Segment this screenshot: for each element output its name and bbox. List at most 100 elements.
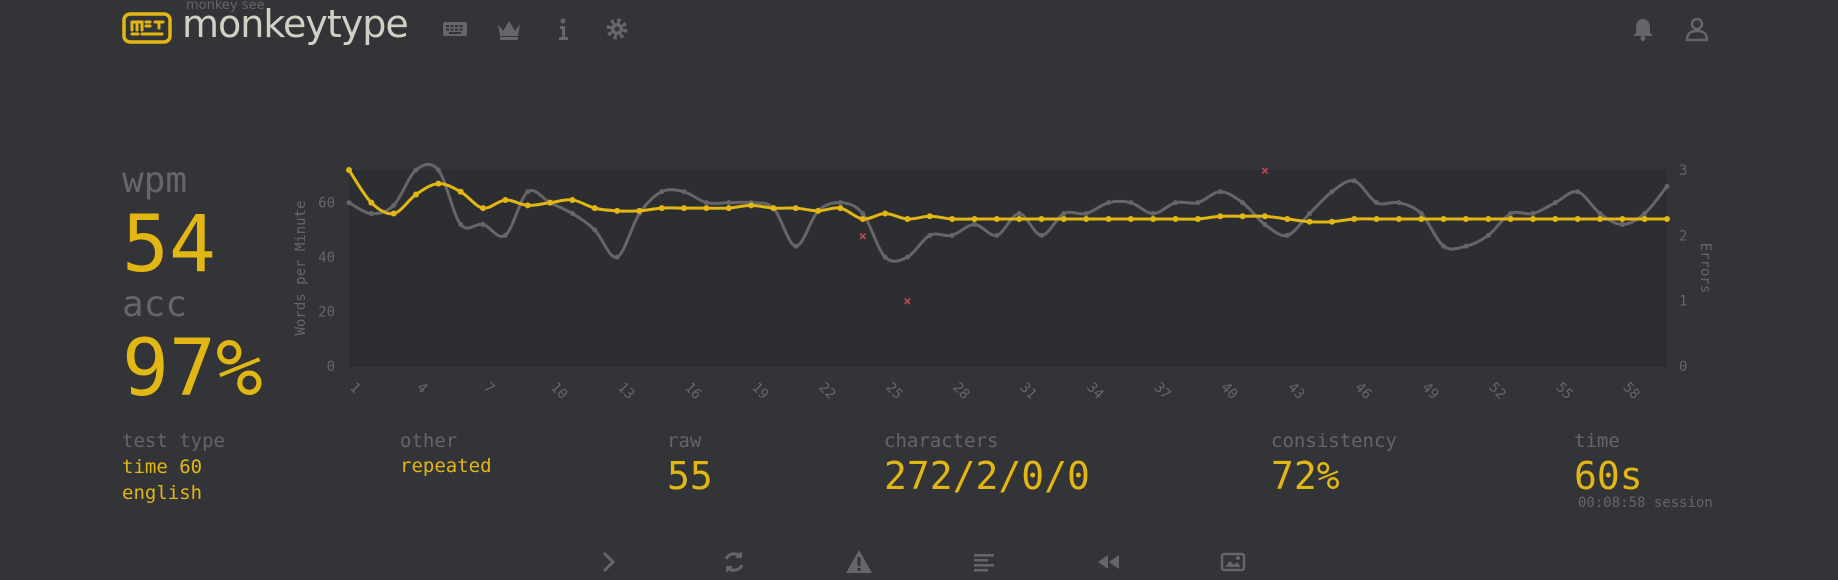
warning-icon[interactable]: [845, 548, 873, 576]
wpm-point: [1172, 216, 1179, 222]
x-tick-label: 49: [1418, 380, 1441, 403]
wpm-point: [748, 202, 755, 209]
restart-icon[interactable]: [720, 548, 748, 576]
raw-point: [703, 200, 709, 206]
wpm-point: [770, 205, 777, 212]
wpm-point: [524, 202, 531, 209]
wpm-point: [1529, 216, 1536, 222]
x-tick-label: 19: [748, 380, 771, 403]
raw-point: [592, 227, 598, 233]
x-tick-label: 13: [614, 380, 637, 403]
replay-icon[interactable]: [1094, 548, 1122, 576]
raw-point: [1396, 200, 1402, 206]
raw-label: raw: [667, 430, 702, 452]
screenshot-icon[interactable]: [1219, 548, 1247, 576]
logo-text[interactable]: monkeytype: [182, 2, 409, 46]
wpm-point: [1664, 216, 1670, 222]
wpm-point: [636, 207, 643, 214]
y2-tick-label: 1: [1679, 294, 1687, 310]
raw-point: [837, 200, 843, 206]
raw-point: [569, 211, 575, 217]
raw-point: [1575, 189, 1581, 195]
wpm-point: [368, 199, 375, 206]
raw-point: [904, 254, 910, 260]
raw-point: [458, 221, 464, 227]
raw-point: [793, 243, 799, 249]
raw-point: [1530, 211, 1536, 217]
wpm-point: [480, 205, 487, 212]
test-type-mode[interactable]: time 60: [122, 456, 203, 478]
raw-point: [659, 189, 665, 195]
wpm-point: [971, 216, 978, 222]
x-tick-label: 55: [1552, 380, 1575, 403]
y-tick-label: 40: [318, 250, 335, 266]
wpm-point: [413, 191, 420, 198]
raw-point: [949, 232, 955, 238]
wpm-point: [1619, 216, 1626, 222]
raw-point: [1619, 221, 1625, 227]
wpm-point: [1105, 216, 1112, 222]
wpm-point: [792, 205, 799, 212]
x-tick-label: 25: [882, 380, 905, 403]
wpm-point: [1418, 216, 1425, 222]
raw-point: [1016, 211, 1022, 217]
y-tick-label: 20: [318, 305, 335, 321]
raw-point: [1262, 221, 1268, 227]
raw-point: [1195, 200, 1201, 206]
wpm-point: [725, 205, 732, 212]
wpm-point: [1574, 216, 1581, 222]
y2-tick-label: 0: [1679, 359, 1687, 375]
wpm-point: [1462, 216, 1469, 222]
user-icon[interactable]: [1684, 16, 1710, 42]
wpm-point: [1485, 216, 1492, 222]
raw-point: [971, 221, 977, 227]
wpm-point: [949, 216, 956, 222]
raw-point: [435, 167, 441, 173]
y2-axis-label: Errors: [1697, 243, 1713, 294]
wpm-point: [1217, 213, 1224, 220]
raw-point: [368, 211, 374, 217]
wpm-value: 54: [122, 200, 216, 290]
x-tick-label: 37: [1150, 380, 1173, 403]
y-tick-label: 60: [318, 196, 335, 212]
crown-icon[interactable]: [496, 16, 522, 42]
raw-point: [1552, 200, 1558, 206]
wpm-point: [1016, 216, 1023, 222]
wpm-point: [993, 216, 1000, 222]
raw-point: [1485, 232, 1491, 238]
wpm-point: [1641, 216, 1648, 222]
error-marker: ×: [904, 295, 912, 310]
wpm-point: [547, 199, 554, 206]
wpm-point: [614, 207, 621, 214]
time-label: time: [1574, 430, 1620, 452]
words-history-icon[interactable]: [970, 548, 998, 576]
wpm-point: [1395, 216, 1402, 222]
raw-point: [1284, 232, 1290, 238]
wpm-point: [502, 196, 509, 203]
raw-point: [1664, 183, 1670, 189]
raw-point: [1106, 200, 1112, 206]
error-marker: ×: [859, 229, 867, 244]
raw-point: [1418, 211, 1424, 217]
raw-point: [994, 232, 1000, 238]
next-test-icon[interactable]: [596, 548, 624, 576]
raw-point: [1597, 211, 1603, 217]
wpm-point: [1440, 216, 1447, 222]
gear-icon[interactable]: [604, 16, 630, 42]
wpm-point: [1507, 216, 1514, 222]
logo-icon[interactable]: [122, 12, 172, 48]
keyboard-icon[interactable]: [442, 16, 468, 42]
time-value: 60s: [1574, 454, 1643, 498]
raw-point: [1173, 200, 1179, 206]
bell-icon[interactable]: [1630, 16, 1656, 42]
info-icon[interactable]: [550, 16, 576, 42]
raw-point: [1217, 189, 1223, 195]
raw-point: [726, 200, 732, 206]
wpm-point: [926, 213, 933, 220]
raw-point: [1508, 211, 1514, 217]
test-type-language[interactable]: english: [122, 482, 203, 504]
x-tick-label: 16: [681, 380, 704, 403]
acc-label: acc: [122, 284, 188, 325]
raw-point: [1307, 211, 1313, 217]
